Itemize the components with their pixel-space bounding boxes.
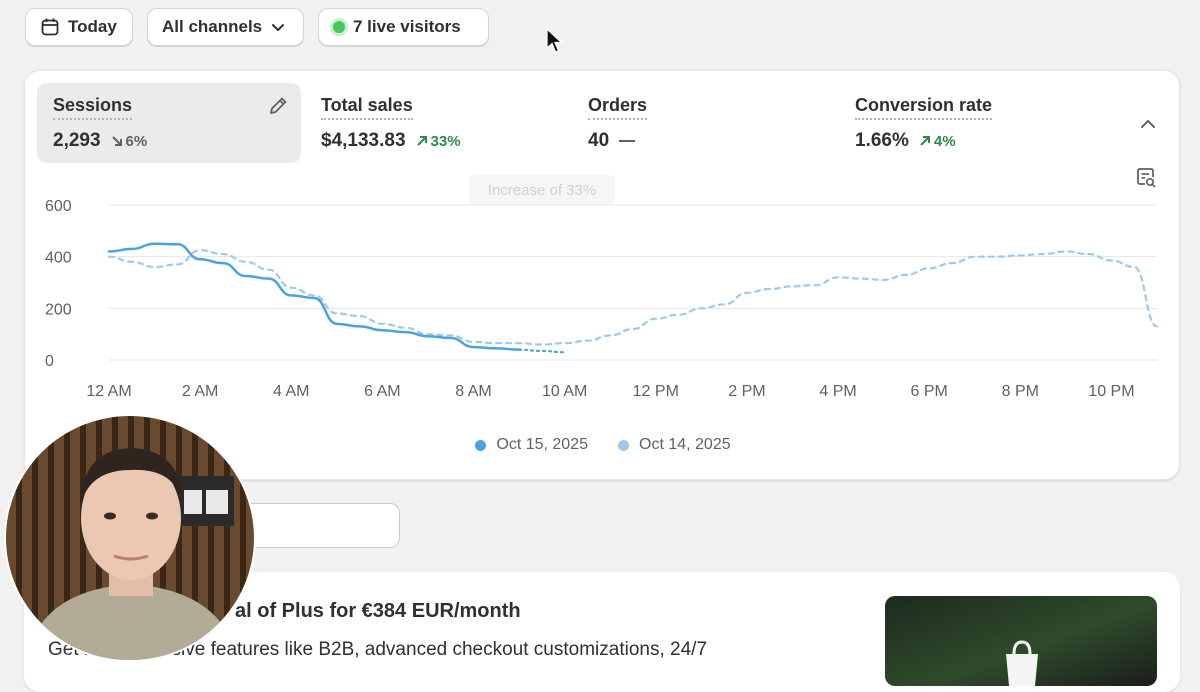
x-tick-label: 12 PM — [633, 383, 679, 400]
metric-change: 4% — [919, 133, 956, 150]
legend-label: Oct 14, 2025 — [639, 436, 731, 453]
x-tick-label: 2 PM — [728, 383, 765, 400]
y-tick-label: 200 — [45, 301, 72, 318]
x-tick-label: 6 PM — [911, 383, 948, 400]
x-tick-label: 10 AM — [542, 383, 587, 400]
live-status-dot — [333, 21, 345, 33]
metric-change-value: 33% — [430, 132, 461, 150]
search-input[interactable] — [230, 503, 400, 548]
x-tick-label: 4 PM — [819, 383, 856, 400]
shopping-bag-icon — [1006, 640, 1038, 686]
arrow-up-right-icon — [920, 136, 930, 146]
metric-value: 2,293 — [53, 130, 101, 151]
metric-value: $4,133.83 — [321, 130, 406, 151]
promo-title: al of Plus for €384 EUR/month — [235, 600, 521, 622]
series-line-2 — [107, 249, 1159, 346]
sessions-chart-card: Sessions 2,293 6% Total sales $4,133.83 — [24, 70, 1180, 480]
chevron-down-icon — [272, 24, 285, 31]
legend-item[interactable]: Oct 14, 2025 — [618, 436, 731, 454]
metric-change: 6% — [111, 132, 148, 150]
metric-value: 40 — [588, 130, 610, 151]
no-change-dash — [619, 140, 636, 142]
live-visitors-label: 7 live visitors — [353, 17, 461, 36]
x-tick-label: 4 AM — [273, 383, 309, 400]
series-line-0 — [107, 242, 521, 351]
mouse-cursor-icon — [546, 28, 564, 53]
metric-change-value: 4% — [933, 132, 956, 150]
x-tick-label: 6 AM — [364, 383, 400, 400]
calendar-icon — [41, 18, 59, 36]
x-tick-label: 2 AM — [182, 383, 218, 400]
metric-orders[interactable]: Orders 40 — [572, 83, 832, 163]
metric-total-sales[interactable]: Total sales $4,133.83 33% — [305, 83, 565, 163]
legend-item[interactable]: Oct 15, 2025 — [475, 436, 588, 454]
channel-filter-label: All channels — [162, 17, 263, 36]
promo-description: Get Plus-exclusive features like B2B, ad… — [48, 639, 708, 660]
arrow-up-right-icon — [416, 136, 427, 146]
metric-label: Orders — [588, 95, 648, 120]
x-tick-label: 12 AM — [86, 383, 131, 400]
chart-tooltip: Increase of 33% — [469, 175, 615, 205]
presenter-figure — [26, 448, 238, 660]
metric-label: Conversion rate — [855, 95, 993, 120]
y-tick-label: 600 — [45, 198, 72, 215]
x-tick-label: 8 PM — [1002, 383, 1039, 400]
metric-conversion-rate[interactable]: Conversion rate 1.66% 4% — [839, 83, 1099, 163]
chart-insight-icon[interactable] — [1135, 167, 1157, 189]
y-tick-label: 0 — [45, 353, 54, 370]
pencil-icon[interactable] — [267, 95, 289, 117]
series-line-1 — [517, 348, 566, 354]
promo-image — [885, 596, 1157, 686]
chevron-up-icon[interactable] — [1139, 115, 1157, 133]
channel-filter-button[interactable]: All channels — [147, 8, 304, 46]
metric-change-value: 6% — [125, 132, 148, 150]
sessions-line-chart[interactable]: 600 400 200 0 12 AM 2 AM 4 AM 6 AM 8 AM 10 AM 12 P… — [25, 71, 1181, 431]
arrow-down-right-icon — [111, 136, 122, 146]
date-range-label: Today — [68, 17, 117, 36]
date-range-button[interactable]: Today — [25, 8, 133, 46]
y-tick-label: 400 — [45, 250, 72, 267]
metric-label: Total sales — [321, 95, 413, 120]
legend-swatch — [475, 439, 487, 451]
legend-swatch — [618, 439, 629, 451]
metric-sessions[interactable]: Sessions 2,293 6% — [37, 83, 301, 163]
x-tick-label: 8 AM — [455, 383, 491, 400]
legend-label: Oct 15, 2025 — [496, 436, 588, 453]
metric-label: Sessions — [53, 95, 133, 120]
metric-change: 33% — [416, 133, 461, 150]
x-tick-label: 10 PM — [1088, 383, 1134, 400]
chart-legend: Oct 15, 2025 Oct 14, 2025 — [25, 436, 1181, 454]
presenter-webcam — [4, 414, 256, 662]
live-visitors-button[interactable]: 7 live visitors — [318, 8, 489, 46]
metric-value: 1.66% — [855, 130, 909, 151]
